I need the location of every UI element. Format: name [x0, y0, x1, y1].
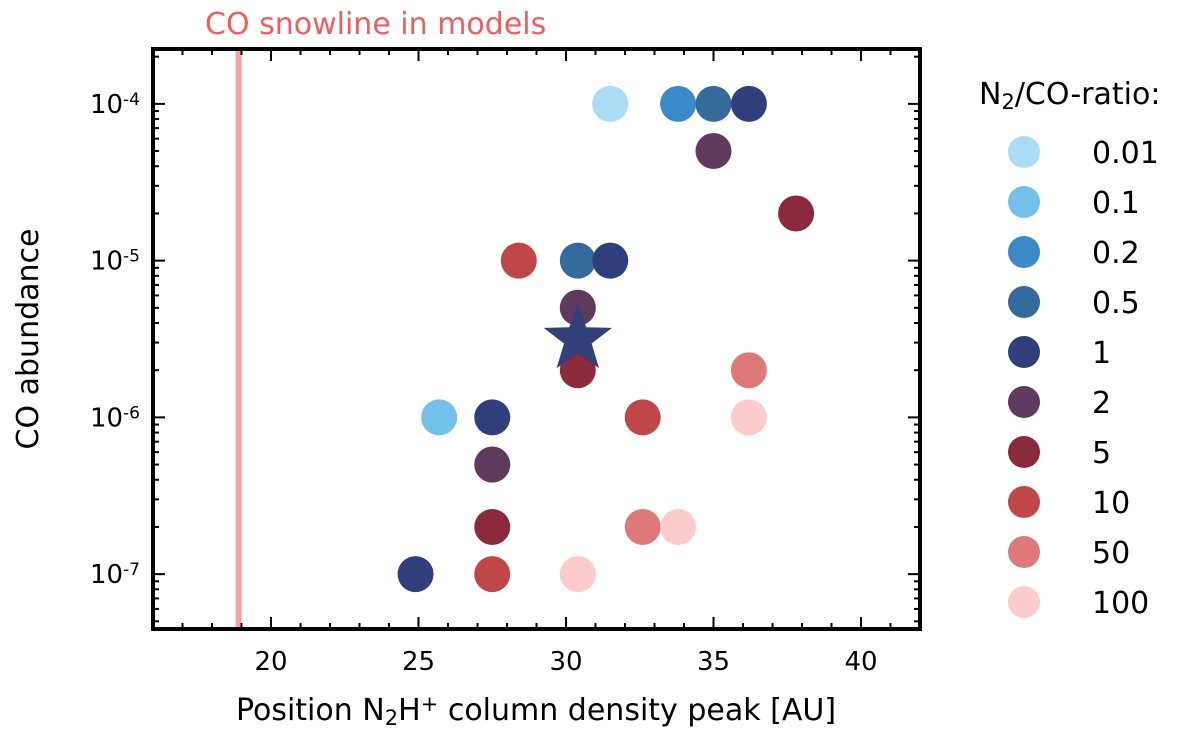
legend-label: 100 — [1092, 586, 1149, 621]
data-point — [559, 556, 596, 593]
data-point — [624, 508, 661, 545]
data-point — [397, 556, 434, 593]
y-tick-label: 10-7 — [90, 560, 140, 590]
data-point — [730, 352, 767, 389]
snowline-annotation: CO snowline in models — [205, 7, 546, 42]
data-point — [421, 399, 458, 436]
data-point — [624, 399, 661, 436]
legend-label: 10 — [1092, 486, 1130, 521]
data-point — [559, 352, 596, 389]
legend-swatch — [1008, 236, 1040, 268]
legend-label: 1 — [1092, 336, 1111, 371]
x-tick-label: 40 — [844, 647, 877, 677]
legend-swatch — [1008, 586, 1040, 618]
y-tick-label: 10-6 — [90, 403, 140, 433]
legend-swatch — [1008, 436, 1040, 468]
data-point — [695, 85, 732, 122]
legend-label: 0.5 — [1092, 286, 1140, 321]
x-tick-label: 25 — [402, 647, 435, 677]
legend-swatch — [1008, 286, 1040, 318]
data-point — [559, 242, 596, 279]
legend-label: 5 — [1092, 436, 1111, 471]
data-point — [500, 242, 537, 279]
data-point — [730, 85, 767, 122]
legend-label: 0.01 — [1092, 136, 1159, 171]
legend: 0.01 0.1 0.2 0.5 1 2 5 10 50 100 — [1008, 136, 1159, 621]
x-tick-label: 35 — [697, 647, 730, 677]
legend-swatch — [1008, 386, 1040, 418]
data-point — [660, 85, 697, 122]
data-point — [778, 195, 815, 232]
data-point — [474, 399, 511, 436]
x-tick-label: 30 — [549, 647, 582, 677]
data-point — [474, 556, 511, 593]
data-point — [592, 242, 629, 279]
data-point — [474, 508, 511, 545]
y-tick-label: 10-4 — [90, 90, 140, 120]
legend-swatch — [1008, 536, 1040, 568]
legend-label: 0.2 — [1092, 236, 1140, 271]
legend-swatch — [1008, 186, 1040, 218]
y-axis-label: CO abundance — [11, 229, 46, 450]
star-marker — [543, 303, 612, 369]
data-point — [592, 85, 629, 122]
legend-swatch — [1008, 136, 1040, 168]
x-axis-label: Position N2H+ column density peak [AU] — [236, 692, 836, 731]
legend-label: 0.1 — [1092, 186, 1140, 221]
legend-label: 2 — [1092, 386, 1111, 421]
plot-frame — [151, 47, 922, 631]
legend-title: N2/CO-ratio: — [979, 77, 1160, 114]
legend-label: 50 — [1092, 536, 1130, 571]
data-point — [474, 446, 511, 483]
x-tick-label: 20 — [254, 647, 287, 677]
data-point — [660, 508, 697, 545]
legend-swatch — [1008, 336, 1040, 368]
data-point — [695, 133, 732, 170]
data-point — [730, 399, 767, 436]
legend-swatch — [1008, 486, 1040, 518]
y-tick-label: 10-5 — [90, 247, 140, 277]
